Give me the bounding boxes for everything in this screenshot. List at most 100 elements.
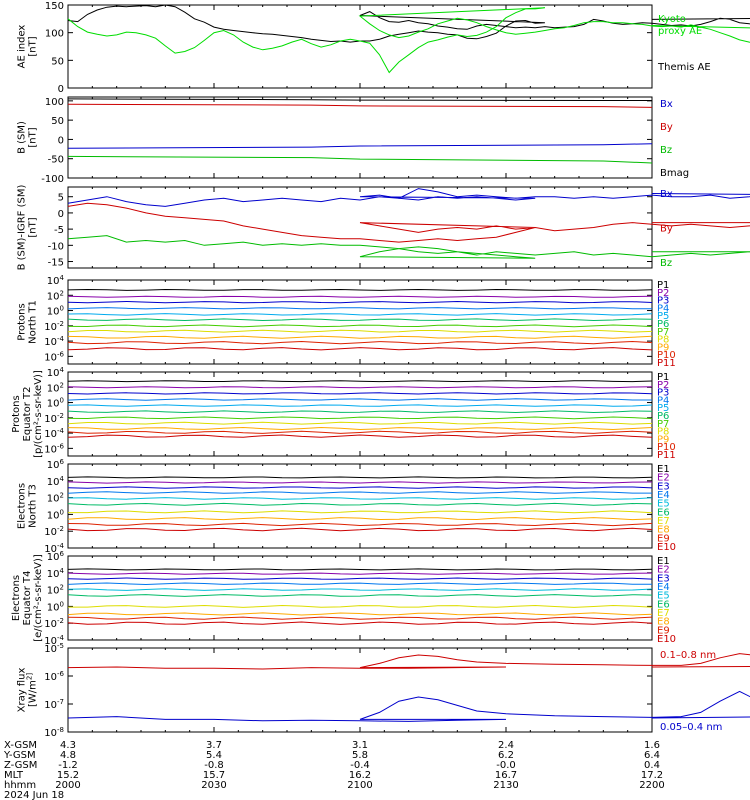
channel-line	[67, 568, 653, 571]
legend-label: E5	[657, 591, 670, 602]
y-tick-label: 0	[58, 135, 64, 146]
series-line	[67, 653, 750, 670]
channel-line	[67, 295, 653, 298]
legend-label: E6	[657, 507, 670, 518]
axis-value: 16.7	[495, 770, 517, 781]
y-tick-label: 102	[47, 381, 64, 394]
channel-line	[67, 491, 652, 494]
y-tick-label: 104	[47, 274, 65, 287]
legend-label: E7	[657, 516, 670, 527]
channel-line	[67, 398, 652, 401]
y-tick-label: -10	[48, 241, 64, 252]
legend-label: P5	[657, 403, 669, 414]
legend-label: P8	[657, 335, 669, 346]
legend-label: P2	[657, 380, 669, 391]
legend-label: E1	[657, 464, 670, 475]
channel-line	[67, 481, 653, 484]
panel-frame-4	[67, 279, 653, 365]
y-axis-label: [p/(cm²-s-sr-keV)]	[33, 370, 44, 458]
axis-value: 2130	[493, 780, 518, 791]
y-tick-label: 10-4	[44, 335, 64, 348]
legend-label: P5	[657, 311, 669, 322]
axis-value: 0.4	[644, 760, 660, 771]
channel-line	[67, 527, 653, 532]
y-axis-label: Equator T4	[22, 571, 33, 626]
legend-label: Bmag	[660, 168, 689, 179]
y-tick-label: 0	[58, 209, 64, 220]
legend-label: P6	[657, 411, 669, 422]
channel-line	[67, 347, 653, 351]
legend-label: P2	[657, 288, 669, 299]
y-tick-label: 10-8	[44, 726, 64, 739]
series-line	[67, 143, 653, 149]
axis-value: 2.4	[498, 740, 514, 751]
legend-label: E2	[657, 473, 670, 484]
channel-line	[67, 416, 653, 420]
y-tick-label: 10-6	[44, 670, 64, 683]
axis-value: -0.4	[350, 760, 370, 771]
axis-value: 6.4	[644, 750, 660, 761]
legend-label: P9	[657, 434, 669, 445]
y-tick-label: 10-2	[44, 412, 64, 425]
channel-line	[67, 502, 653, 506]
legend-label: E8	[657, 525, 670, 536]
legend-label: P8	[657, 427, 669, 438]
axis-value: 2100	[347, 780, 372, 791]
channel-line	[67, 486, 653, 489]
channel-line	[67, 335, 653, 339]
channel-line	[67, 476, 653, 479]
y-tick-label: 104	[47, 366, 65, 379]
y-tick-label: -100	[41, 174, 64, 185]
y-axis-label: Protons	[17, 303, 28, 340]
y-tick-label: 10-5	[44, 642, 64, 655]
axis-value: -0.0	[496, 760, 516, 771]
axis-value: 5.8	[352, 750, 368, 761]
series-line	[67, 4, 750, 43]
legend-label: Bz	[660, 258, 672, 269]
channel-line	[67, 318, 653, 322]
y-tick-label: 102	[47, 289, 64, 302]
y-tick-label: 100	[45, 29, 64, 40]
series-line	[67, 103, 653, 108]
channel-line	[67, 497, 653, 500]
y-tick-label: 104	[47, 567, 65, 580]
legend-label: E5	[657, 499, 670, 510]
legend-label: By	[660, 122, 673, 133]
axis-row-label: MLT	[4, 770, 24, 781]
legend-label: E3	[657, 573, 670, 584]
channel-line	[67, 588, 653, 591]
y-tick-label: 5	[58, 193, 64, 204]
y-tick-label: 102	[47, 584, 64, 597]
y-axis-label: North T1	[28, 300, 39, 344]
y-tick-label: 0	[58, 84, 64, 95]
legend-label: E2	[657, 565, 670, 576]
legend-label: P3	[657, 296, 669, 307]
y-tick-label: -15	[48, 258, 64, 269]
series-line	[67, 98, 652, 101]
y-tick-label: 50	[51, 56, 64, 67]
channel-line	[67, 430, 653, 434]
legend-label: Bx	[660, 99, 673, 110]
legend-label: P4	[657, 395, 669, 406]
y-tick-label: -5	[54, 225, 64, 236]
channel-line	[67, 572, 653, 575]
legend-label: E10	[657, 542, 676, 553]
y-tick-label: 10-6	[44, 350, 64, 363]
legend-label: By	[660, 224, 673, 235]
channel-line	[67, 386, 653, 389]
y-axis-label: AE index	[17, 25, 28, 69]
axis-row-label: X-GSM	[4, 740, 37, 751]
channel-line	[67, 434, 653, 438]
y-tick-label: 10-6	[44, 442, 64, 455]
channel-line	[67, 612, 653, 616]
y-axis-label: Xray flux	[17, 668, 28, 713]
series-line	[67, 188, 750, 207]
channel-line	[67, 300, 653, 304]
legend-label: E3	[657, 481, 670, 492]
channel-line	[67, 288, 653, 291]
panel-frame-2	[67, 96, 653, 179]
channel-line	[67, 410, 653, 414]
axis-value: 1.6	[644, 740, 660, 751]
axis-value: 2030	[201, 780, 226, 791]
